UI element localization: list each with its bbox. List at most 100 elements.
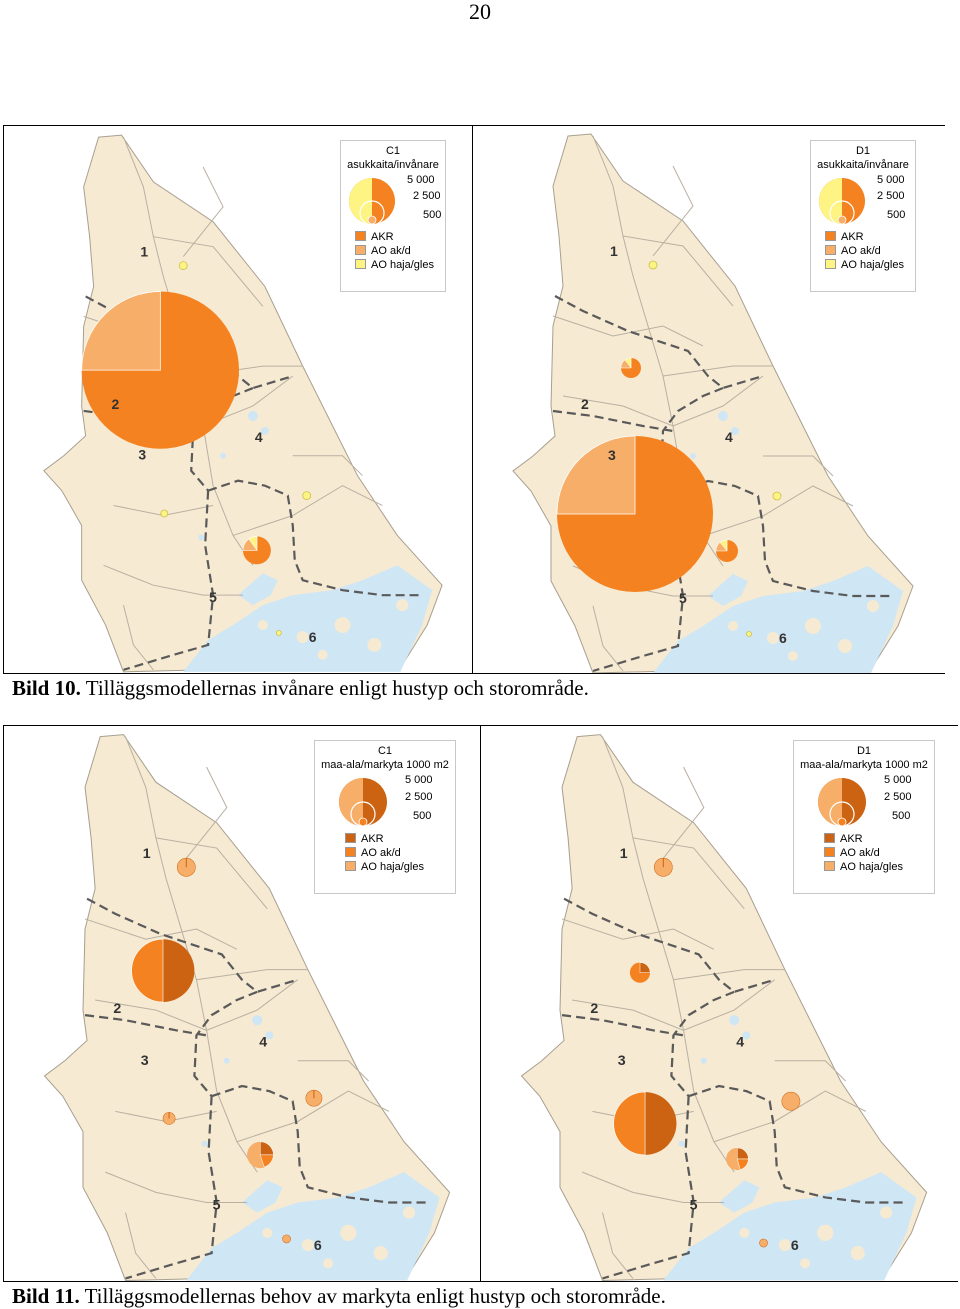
pie-region-3 bbox=[162, 1112, 176, 1125]
legend-subtitle: maa-ala/markyta 1000 m2 bbox=[800, 759, 928, 771]
figure-10: 1 2 3 4 5 6 C1 asukkaita/invånare 5 000 … bbox=[3, 125, 945, 674]
legend-subtitle: asukkaita/invånare bbox=[347, 159, 439, 171]
legend-title: C1 bbox=[377, 745, 393, 757]
legend-item-akr: AKR bbox=[824, 833, 863, 846]
pie-region-6 bbox=[275, 630, 282, 636]
region-label-3: 3 bbox=[138, 447, 146, 463]
legend-item-akr: AKR bbox=[345, 833, 384, 846]
legend-item-ao-ak: AO ak/d bbox=[345, 847, 401, 860]
region-label-2: 2 bbox=[581, 396, 589, 412]
map-panel-d1-population: 1 2 3 4 5 6 D1 asukkaita/invånare 5 000 … bbox=[472, 126, 945, 673]
pie-region-4 bbox=[305, 1089, 323, 1107]
pie-region-5 bbox=[247, 1141, 274, 1169]
pie-region-2 bbox=[131, 938, 195, 1003]
pie-region-3 bbox=[613, 1091, 677, 1156]
region-label-4: 4 bbox=[259, 1035, 267, 1051]
region-label-6: 6 bbox=[791, 1238, 799, 1254]
legend-scale-500: 500 bbox=[423, 209, 442, 221]
pie-region-2 bbox=[629, 962, 651, 983]
legend-scale-circles bbox=[819, 178, 865, 226]
map-panel-c1-population: 1 2 3 4 5 6 C1 asukkaita/invånare 5 000 … bbox=[4, 126, 472, 673]
region-label-1: 1 bbox=[620, 846, 628, 862]
legend-scale-500: 500 bbox=[887, 209, 906, 221]
region-label-4: 4 bbox=[725, 429, 733, 445]
region-label-5: 5 bbox=[679, 590, 687, 606]
caption-figure-11: Bild 11. Tilläggsmodellernas behov av ma… bbox=[12, 1284, 666, 1308]
region-label-3: 3 bbox=[608, 447, 616, 463]
region-label-3: 3 bbox=[618, 1053, 626, 1069]
region-label-6: 6 bbox=[309, 629, 317, 645]
map-panel-c1-landarea: 1 2 3 4 5 6 C1 maa-ala/markyta 1000 m2 5… bbox=[4, 726, 480, 1281]
map-c1-population: 1 2 3 4 5 6 bbox=[42, 134, 444, 673]
legend-d1-population: D1 asukkaita/invånare 5 000 2 500 500 AK… bbox=[810, 140, 916, 292]
region-label-6: 6 bbox=[779, 630, 787, 646]
region-label-1: 1 bbox=[610, 243, 618, 259]
pie-region-5 bbox=[715, 539, 738, 562]
map-d1-landarea: 1 2 3 4 5 6 bbox=[520, 733, 928, 1281]
pie-region-4 bbox=[302, 491, 312, 500]
region-label-6: 6 bbox=[314, 1238, 322, 1254]
caption-text: Tilläggsmodellernas invånare enligt hust… bbox=[85, 676, 589, 700]
legend-c1-population: C1 asukkaita/invånare 5 000 2 500 500 AK… bbox=[340, 140, 446, 292]
legend-subtitle: asukkaita/invånare bbox=[817, 159, 909, 171]
legend-c1-landarea: C1 maa-ala/markyta 1000 m2 5 000 2 500 5… bbox=[314, 740, 456, 894]
pie-region-6 bbox=[759, 1238, 768, 1248]
pie-region-1 bbox=[176, 857, 196, 877]
legend-scale-2500: 2 500 bbox=[405, 791, 433, 803]
legend-scale-2500: 2 500 bbox=[413, 190, 441, 202]
pie-region-1 bbox=[178, 261, 188, 270]
map-d1-population: 1 2 3 4 5 6 bbox=[511, 132, 915, 673]
legend-scale-5000: 5 000 bbox=[407, 174, 435, 186]
legend-item-ao-haja: AO haja/gles bbox=[355, 259, 434, 272]
pie-region-4 bbox=[772, 491, 782, 501]
legend-scale-5000: 5 000 bbox=[405, 774, 433, 786]
legend-scale-5000: 5 000 bbox=[884, 774, 912, 786]
legend-subtitle: maa-ala/markyta 1000 m2 bbox=[321, 759, 449, 771]
pie-region-6 bbox=[282, 1234, 291, 1244]
region-label-1: 1 bbox=[143, 846, 151, 862]
legend-scale-500: 500 bbox=[413, 810, 432, 822]
region-label-4: 4 bbox=[736, 1035, 744, 1051]
pie-region-5 bbox=[242, 536, 271, 565]
page-number: 20 bbox=[469, 0, 491, 24]
legend-scale-5000: 5 000 bbox=[877, 174, 905, 186]
region-label-5: 5 bbox=[690, 1198, 698, 1214]
legend-item-ao-ak: AO ak/d bbox=[355, 245, 411, 258]
region-label-2: 2 bbox=[113, 1001, 121, 1017]
legend-scale-2500: 2 500 bbox=[884, 791, 912, 803]
legend-item-ao-haja: AO haja/gles bbox=[345, 861, 424, 874]
region-label-4: 4 bbox=[255, 429, 263, 445]
caption-text: Tilläggsmodellernas behov av markyta enl… bbox=[84, 1284, 666, 1308]
legend-item-ao-ak: AO ak/d bbox=[825, 245, 881, 258]
legend-item-ao-haja: AO haja/gles bbox=[825, 259, 904, 272]
legend-item-ao-ak: AO ak/d bbox=[824, 847, 880, 860]
legend-scale-circles bbox=[818, 778, 866, 827]
caption-label: Bild 10. bbox=[12, 676, 81, 700]
region-label-3: 3 bbox=[141, 1053, 149, 1069]
region-label-5: 5 bbox=[213, 1198, 221, 1214]
legend-item-akr: AKR bbox=[825, 231, 864, 244]
pie-region-6 bbox=[746, 631, 752, 637]
legend-d1-landarea: D1 maa-ala/markyta 1000 m2 5 000 2 500 5… bbox=[793, 740, 935, 894]
legend-item-akr: AKR bbox=[355, 231, 394, 244]
legend-title: D1 bbox=[855, 145, 871, 157]
caption-figure-10: Bild 10. Tilläggsmodellernas invånare en… bbox=[12, 676, 589, 700]
legend-scale-circles bbox=[339, 778, 387, 827]
legend-title: D1 bbox=[856, 745, 872, 757]
pie-region-2 bbox=[81, 291, 239, 449]
pie-region-4 bbox=[781, 1091, 801, 1111]
legend-scale-2500: 2 500 bbox=[877, 190, 905, 202]
legend-title: C1 bbox=[385, 145, 401, 157]
region-label-1: 1 bbox=[140, 244, 148, 260]
region-label-2: 2 bbox=[112, 396, 120, 412]
pie-region-2 bbox=[620, 357, 641, 378]
pie-region-3 bbox=[556, 435, 713, 592]
region-label-5: 5 bbox=[209, 589, 217, 605]
pie-region-3 bbox=[160, 509, 169, 518]
legend-scale-circles bbox=[349, 178, 395, 226]
region-label-2: 2 bbox=[590, 1001, 598, 1017]
map-c1-landarea: 1 2 3 4 5 6 bbox=[43, 733, 451, 1281]
figure-11: 1 2 3 4 5 6 C1 maa-ala/markyta 1000 m2 5… bbox=[3, 725, 958, 1282]
caption-label: Bild 11. bbox=[12, 1284, 80, 1308]
pie-region-5 bbox=[726, 1147, 749, 1171]
